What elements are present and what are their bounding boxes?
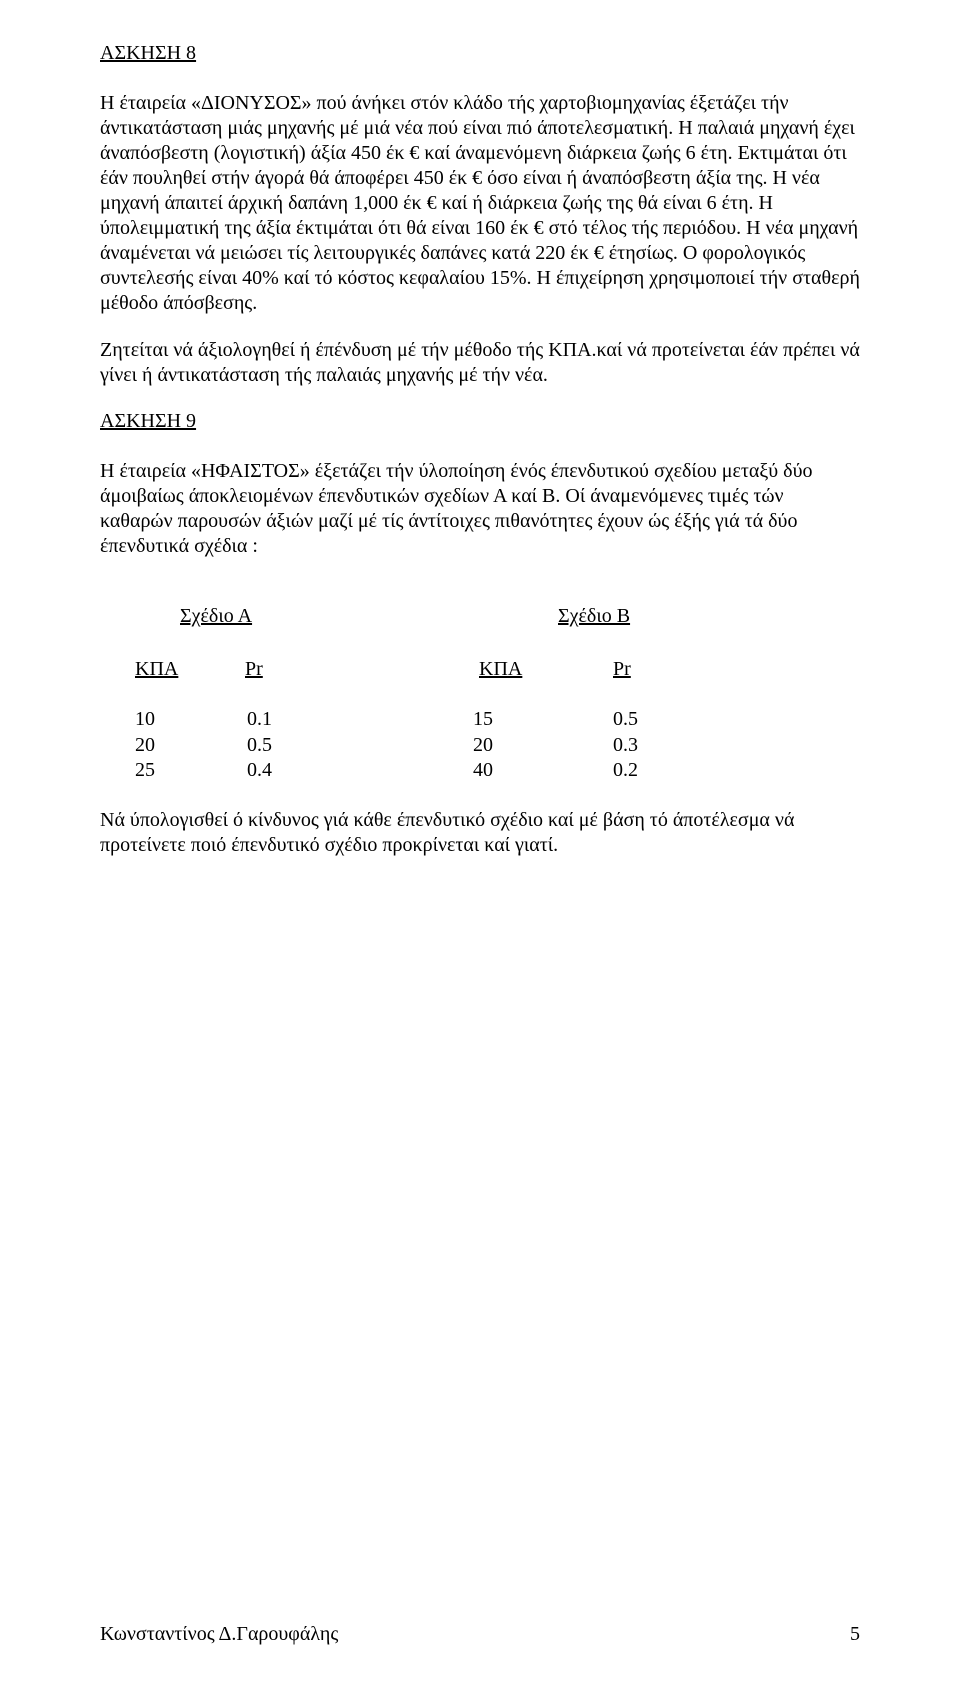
exercise-8-paragraph-1: Η έταιρεία «ΔΙΟΝΥΣΟΣ» πού άνήκει στόν κλ… bbox=[100, 91, 860, 316]
exercise-8-paragraph-2: Ζητείται νά άξιολογηθεί ή έπένδυση μέ τή… bbox=[100, 338, 860, 388]
exercise-9-paragraph-2: Νά ύπολογισθεί ό κίνδυνος γιά κάθε έπενδ… bbox=[100, 808, 860, 858]
footer-page-number: 5 bbox=[850, 1623, 860, 1646]
cell-b-kpa: 40 bbox=[473, 758, 613, 784]
col-pr-b: Pr bbox=[599, 658, 713, 681]
col-pr-a: Pr bbox=[245, 658, 473, 681]
plans-header-row: Σχέδιο Α Σχέδιο Β bbox=[100, 605, 860, 628]
cell-b-kpa: 20 bbox=[473, 733, 613, 759]
col-kpa-a: ΚΠΑ bbox=[100, 658, 245, 681]
page: ΑΣΚΗΣΗ 8 Η έταιρεία «ΔΙΟΝΥΣΟΣ» πού άνήκε… bbox=[0, 0, 960, 1686]
exercise-9-paragraph-1: Η έταιρεία «ΗΦΑΙΣΤΟΣ» έξετάζει τήν ύλοπο… bbox=[100, 459, 860, 559]
exercise-8-title: ΑΣΚΗΣΗ 8 bbox=[100, 42, 860, 65]
col-kpa-b: ΚΠΑ bbox=[473, 658, 599, 681]
cell-a-pr: 0.1 bbox=[247, 707, 473, 733]
table-row: 25 0.4 40 0.2 bbox=[100, 758, 860, 784]
cell-a-kpa: 25 bbox=[100, 758, 247, 784]
data-rows: 10 0.1 15 0.5 20 0.5 20 0.3 25 0.4 40 0.… bbox=[100, 707, 860, 784]
page-footer: Κωνσταντίνος Δ.Γαρουφάλης 5 bbox=[100, 1623, 860, 1646]
cell-b-kpa: 15 bbox=[473, 707, 613, 733]
columns-header-row: ΚΠΑ Pr ΚΠΑ Pr bbox=[100, 658, 860, 681]
plan-b-label: Σχέδιο Β bbox=[438, 605, 758, 628]
cell-a-kpa: 20 bbox=[100, 733, 247, 759]
plan-a-label: Σχέδιο Α bbox=[100, 605, 438, 628]
footer-author: Κωνσταντίνος Δ.Γαρουφάλης bbox=[100, 1623, 338, 1646]
cell-b-pr: 0.2 bbox=[613, 758, 713, 784]
cell-b-pr: 0.3 bbox=[613, 733, 713, 759]
table-row: 20 0.5 20 0.3 bbox=[100, 733, 860, 759]
cell-a-pr: 0.4 bbox=[247, 758, 473, 784]
exercise-9-title: ΑΣΚΗΣΗ 9 bbox=[100, 410, 860, 433]
cell-b-pr: 0.5 bbox=[613, 707, 713, 733]
table-row: 10 0.1 15 0.5 bbox=[100, 707, 860, 733]
cell-a-pr: 0.5 bbox=[247, 733, 473, 759]
cell-a-kpa: 10 bbox=[100, 707, 247, 733]
